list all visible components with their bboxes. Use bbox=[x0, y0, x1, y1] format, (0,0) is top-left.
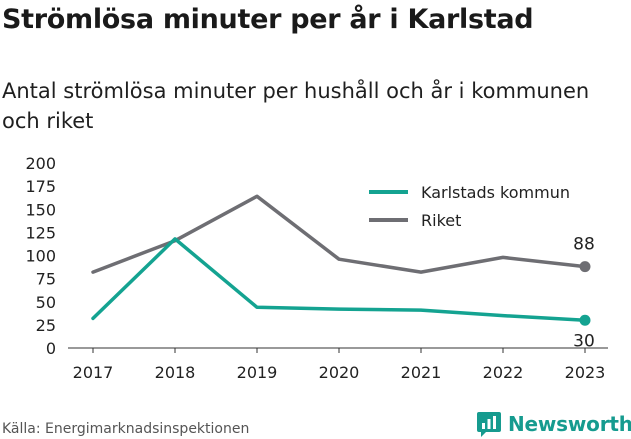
data-label-karlstad: 30 bbox=[573, 331, 595, 351]
y-tick-label: 150 bbox=[25, 200, 56, 219]
legend-label: Karlstads kommun bbox=[421, 183, 570, 202]
x-tick-label: 2018 bbox=[155, 363, 196, 382]
y-tick-label: 125 bbox=[25, 223, 56, 242]
brand-logo: Newsworthy bbox=[476, 409, 631, 439]
x-tick-label: 2022 bbox=[483, 363, 524, 382]
x-tick-label: 2020 bbox=[319, 363, 360, 382]
end-point-riket bbox=[579, 261, 591, 273]
chart-subtitle: Antal strömlösa minuter per hushåll och … bbox=[2, 79, 590, 133]
brand-name: Newsworthy bbox=[508, 412, 631, 436]
y-tick-label: 0 bbox=[46, 339, 56, 358]
y-tick-label: 50 bbox=[36, 293, 56, 312]
data-label-riket: 88 bbox=[573, 235, 595, 255]
bar-chart-icon bbox=[477, 412, 501, 437]
chart-title: Strömlösa minuter per år i Karlstad bbox=[2, 4, 534, 35]
x-tick-label: 2017 bbox=[73, 363, 114, 382]
legend-box bbox=[360, 178, 596, 234]
x-tick-label: 2023 bbox=[565, 363, 606, 382]
y-tick-label: 75 bbox=[36, 270, 56, 289]
end-point-karlstad bbox=[579, 314, 591, 326]
y-tick-label: 100 bbox=[25, 247, 56, 266]
legend-label: Riket bbox=[421, 211, 461, 230]
x-tick-label: 2019 bbox=[237, 363, 278, 382]
source-note: Källa: Energimarknadsinspektionen bbox=[2, 421, 250, 437]
x-tick-label: 2021 bbox=[401, 363, 442, 382]
series-line-karlstad bbox=[91, 237, 587, 323]
y-tick-label: 175 bbox=[25, 177, 56, 196]
y-tick-label: 200 bbox=[25, 154, 56, 173]
y-tick-label: 25 bbox=[36, 316, 56, 335]
